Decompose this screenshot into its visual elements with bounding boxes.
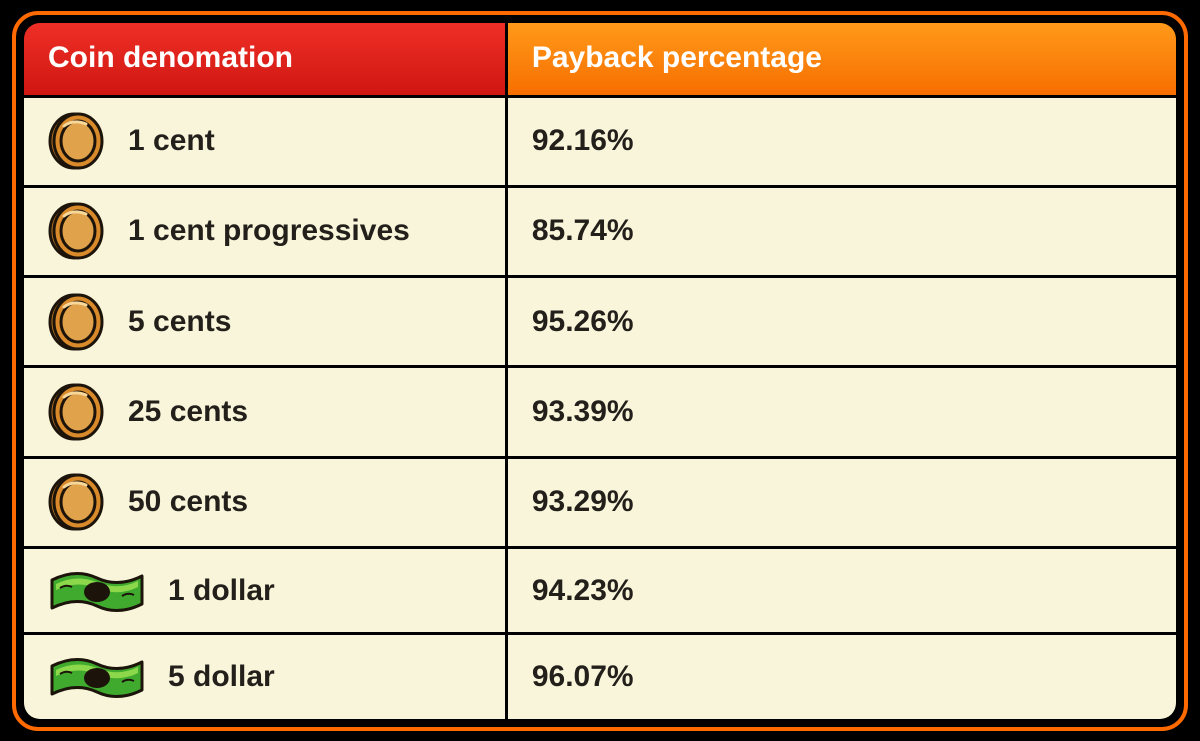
bill-icon — [48, 564, 146, 618]
denomination-label: 25 cents — [128, 395, 248, 429]
coin-icon — [48, 473, 106, 531]
table-header-row: Coin denomation Payback percentage — [24, 23, 1176, 98]
payback-cell: 93.39% — [508, 365, 1176, 455]
table-body: 1 cent 92.16% — [24, 98, 1176, 719]
denomination-cell: 1 dollar — [24, 546, 508, 632]
denomination-cell: 50 cents — [24, 456, 508, 546]
table-row: 5 cents 95.26% — [24, 275, 1176, 365]
payback-cell: 93.29% — [508, 456, 1176, 546]
denomination-cell: 1 cent progressives — [24, 185, 508, 275]
payback-cell: 96.07% — [508, 632, 1176, 718]
coin-icon — [48, 202, 106, 260]
denomination-label: 5 dollar — [168, 660, 275, 694]
payback-cell: 85.74% — [508, 185, 1176, 275]
payback-card: Coin denomation Payback percentage — [12, 11, 1188, 731]
table-row: 25 cents 93.39% — [24, 365, 1176, 455]
payback-cell: 92.16% — [508, 98, 1176, 185]
coin-icon — [48, 293, 106, 351]
denomination-cell: 5 dollar — [24, 632, 508, 718]
coin-icon — [48, 112, 106, 170]
denomination-label: 5 cents — [128, 305, 231, 339]
table-row: 1 cent 92.16% — [24, 98, 1176, 185]
table-row: 50 cents 93.29% — [24, 456, 1176, 546]
table-header-payback: Payback percentage — [508, 23, 1176, 98]
denomination-cell: 1 cent — [24, 98, 508, 185]
bill-icon — [48, 650, 146, 704]
coin-icon — [48, 383, 106, 441]
denomination-label: 1 cent progressives — [128, 214, 410, 248]
denomination-cell: 5 cents — [24, 275, 508, 365]
denomination-label: 50 cents — [128, 485, 248, 519]
denomination-cell: 25 cents — [24, 365, 508, 455]
payback-cell: 95.26% — [508, 275, 1176, 365]
denomination-label: 1 cent — [128, 124, 215, 158]
table-row: 1 cent progressives 85.74% — [24, 185, 1176, 275]
payback-cell: 94.23% — [508, 546, 1176, 632]
table-header-denomination: Coin denomation — [24, 23, 508, 98]
table-row: 5 dollar 96.07% — [24, 632, 1176, 718]
denomination-label: 1 dollar — [168, 574, 275, 608]
payback-table: Coin denomation Payback percentage — [24, 23, 1176, 719]
table-row: 1 dollar 94.23% — [24, 546, 1176, 632]
